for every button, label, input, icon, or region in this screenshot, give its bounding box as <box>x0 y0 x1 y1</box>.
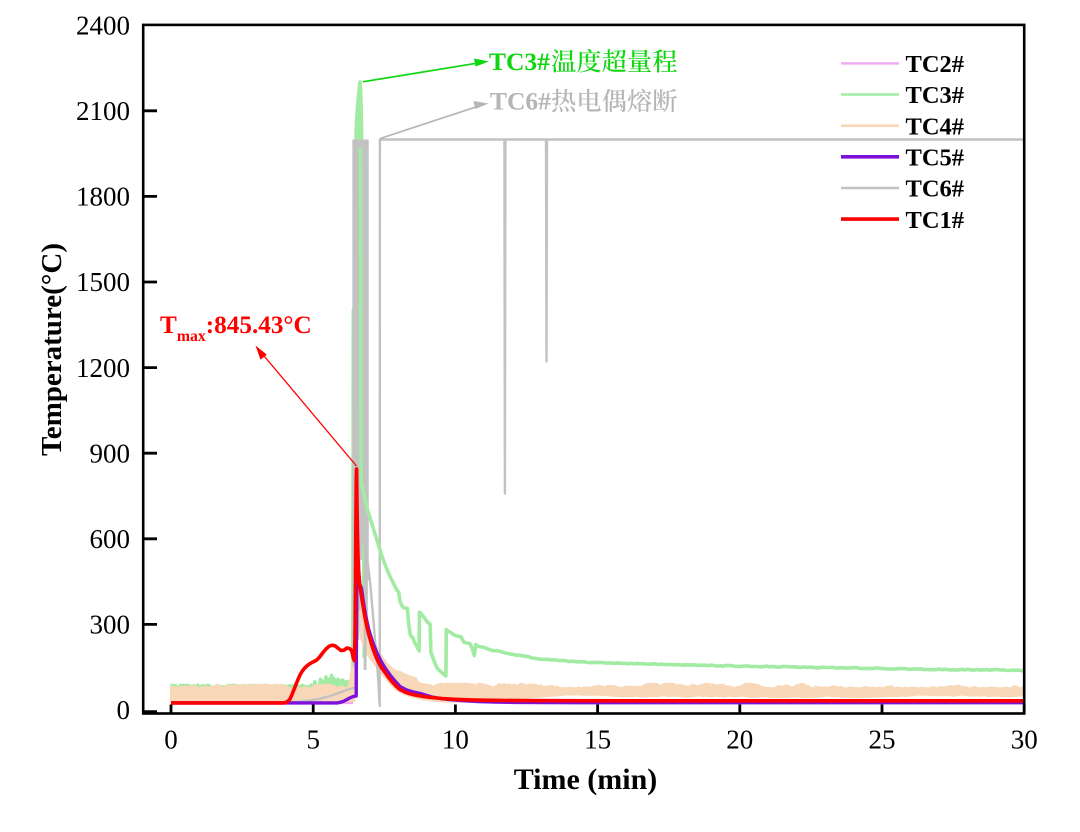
svg-text:300: 300 <box>90 610 131 640</box>
svg-text:5: 5 <box>306 725 320 755</box>
svg-text:TC3#: TC3# <box>906 82 965 109</box>
svg-text:1200: 1200 <box>76 353 130 383</box>
svg-text:30: 30 <box>1011 725 1038 755</box>
svg-text:TC1#: TC1# <box>906 207 965 234</box>
svg-text:25: 25 <box>869 725 896 755</box>
svg-text:0: 0 <box>117 695 131 725</box>
svg-text:TC2#: TC2# <box>906 51 965 78</box>
svg-text:TC5#: TC5# <box>906 145 965 172</box>
svg-text:TC3#: TC3# <box>489 47 550 76</box>
svg-text:TC6#: TC6# <box>906 176 965 203</box>
svg-text:1500: 1500 <box>76 267 130 297</box>
svg-text:900: 900 <box>90 438 131 468</box>
svg-text:0: 0 <box>164 725 178 755</box>
svg-text:600: 600 <box>90 524 131 554</box>
svg-text:2400: 2400 <box>76 10 130 40</box>
svg-text:1800: 1800 <box>76 182 130 212</box>
svg-text:10: 10 <box>442 725 469 755</box>
svg-text:TC4#: TC4# <box>906 113 965 140</box>
svg-text:2100: 2100 <box>76 96 130 126</box>
svg-text:TC6#: TC6# <box>490 87 551 116</box>
svg-text:Temperature(°C): Temperature(°C) <box>36 243 68 456</box>
svg-text:20: 20 <box>726 725 753 755</box>
svg-text:15: 15 <box>584 725 611 755</box>
svg-text:Time (min): Time (min) <box>514 763 658 796</box>
